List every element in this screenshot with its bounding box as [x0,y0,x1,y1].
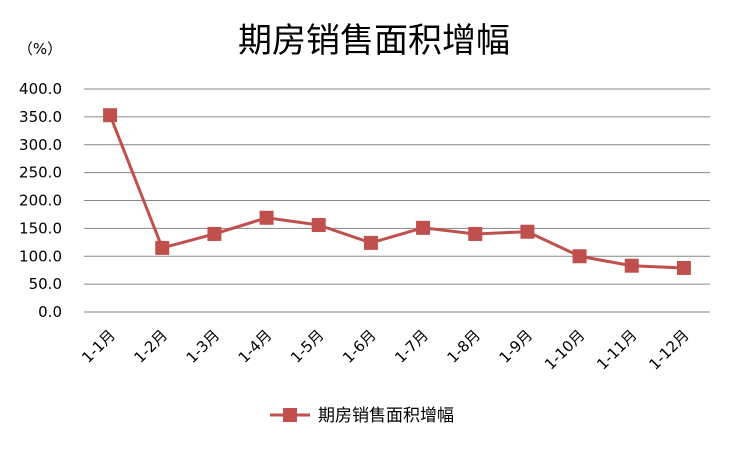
data-point-marker [311,218,326,233]
data-point-marker [520,224,535,239]
data-point-marker [624,258,639,273]
series-line [108,114,684,270]
legend-marker-swatch [283,408,297,422]
y-axis-ticks: 0.0 50.0 100.0 150.0 200.0 250.0 300.0 350.0 400… [19,80,62,321]
y-tick-label: 250.0 [19,164,62,182]
data-point-marker [207,226,222,241]
y-tick-label: 150.0 [19,219,62,237]
x-tick-label: 1-10月 [541,326,588,373]
chart-title: 期房销售面积增幅 [238,21,510,61]
data-point-marker [572,249,587,264]
x-axis-ticks: 1-1月 1-2月 1-3月 1-4月 1-5月 1-6月 1-7月 1-8月 1-9月 1-10… [78,326,692,373]
y-tick-label: 350.0 [19,108,62,126]
data-point-marker [103,108,118,123]
x-tick-label: 1-2月 [130,326,171,367]
y-unit-label: （%） [18,40,62,58]
x-tick-label: 1-8月 [443,326,484,367]
y-tick-label: 300.0 [19,136,62,154]
y-tick-label: 0.0 [38,303,62,321]
series-layer [103,108,691,275]
legend-label: 期房销售面积增幅 [318,406,454,426]
y-tick-label: 50.0 [29,275,62,293]
x-tick-label: 1-3月 [183,326,224,367]
legend: 期房销售面积增幅 [270,406,454,426]
data-point-marker [259,210,274,225]
data-point-marker [468,226,483,241]
x-tick-label: 1-6月 [339,326,380,367]
data-point-marker [155,240,170,255]
x-tick-label: 1-1月 [78,326,119,367]
data-point-marker [676,260,691,275]
x-tick-label: 1-4月 [235,326,276,367]
gridlines [84,88,710,313]
y-tick-label: 200.0 [19,192,62,210]
x-tick-label: 1-12月 [645,326,692,373]
y-tick-label: 100.0 [19,247,62,265]
x-tick-label: 1-7月 [391,326,432,367]
x-tick-label: 1-11月 [593,326,640,373]
data-point-marker [416,220,431,235]
data-point-marker [363,235,378,250]
x-tick-label: 1-5月 [287,326,328,367]
y-tick-label: 400.0 [19,80,62,98]
x-tick-label: 1-9月 [496,326,537,367]
